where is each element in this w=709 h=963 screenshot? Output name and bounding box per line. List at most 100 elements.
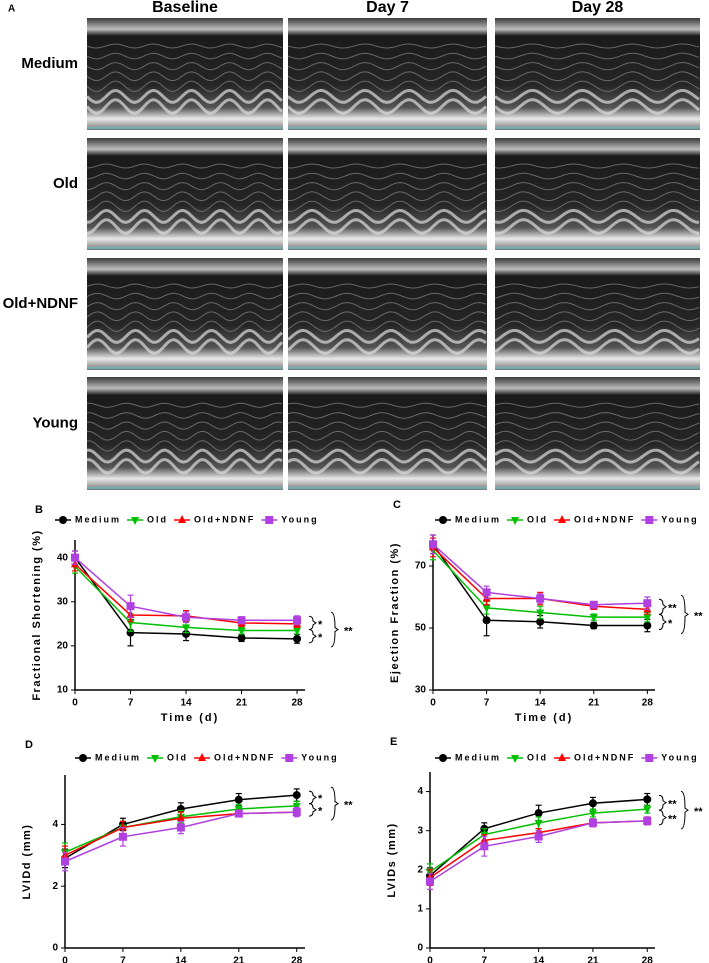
marker — [126, 628, 135, 637]
echo-trace — [494, 71, 700, 82]
marker — [292, 791, 301, 800]
x-tick-label: 14 — [180, 698, 192, 709]
echo-trace — [494, 311, 700, 322]
echo-trace — [287, 430, 487, 441]
echo-trace — [287, 182, 487, 191]
legend-label: Old — [527, 514, 548, 524]
echo-trace — [287, 311, 487, 322]
legend-label: Medium — [455, 752, 501, 762]
echo-trace — [85, 98, 284, 115]
column-header: Baseline — [152, 0, 218, 16]
echo-trace — [87, 421, 283, 430]
y-tick-label: 0 — [417, 943, 423, 954]
bracket — [658, 613, 667, 631]
echo-trace — [287, 208, 487, 224]
echo-trace — [87, 412, 283, 419]
echo-trace — [87, 402, 283, 408]
x-tick-label: 14 — [175, 956, 187, 963]
marker — [536, 617, 545, 626]
echo-trace — [287, 218, 487, 235]
x-tick-label: 0 — [430, 698, 436, 709]
echo-trace — [494, 448, 700, 464]
marker — [426, 877, 434, 886]
echo-trace — [86, 311, 283, 322]
echo-image — [288, 18, 487, 130]
echo-trace — [287, 191, 487, 202]
legend-marker — [645, 754, 654, 762]
y-tick-label: 30 — [57, 596, 69, 607]
legend-marker — [285, 754, 294, 762]
legend-label: Young — [661, 752, 698, 762]
legend-marker — [511, 517, 520, 525]
marker — [118, 832, 127, 841]
x-tick-label: 0 — [72, 698, 78, 709]
echo-trace — [287, 328, 487, 344]
marker — [71, 553, 79, 562]
echo-image — [495, 18, 700, 130]
y-tick-label: 2 — [417, 864, 423, 875]
echo-trace — [86, 218, 283, 235]
marker — [182, 629, 191, 638]
marker — [429, 540, 437, 549]
legend-label: Medium — [455, 514, 501, 524]
echo-trace — [494, 440, 700, 452]
x-tick-label: 28 — [642, 698, 654, 709]
echo-trace — [494, 283, 700, 289]
marker — [293, 627, 302, 636]
echo-trace — [287, 292, 487, 300]
echo-trace — [87, 430, 283, 441]
y-tick-label: 10 — [57, 685, 69, 696]
echo-trace — [287, 457, 487, 475]
marker — [643, 621, 652, 630]
echo-trace — [86, 200, 283, 213]
y-tick-label: 70 — [415, 561, 427, 572]
echo-trace — [494, 292, 700, 300]
marker — [643, 816, 652, 825]
significance: ** — [668, 603, 677, 615]
significance: * — [668, 618, 673, 630]
echo-trace — [286, 338, 487, 355]
echo-trace — [86, 283, 283, 289]
echo-trace — [494, 402, 700, 408]
echo-trace — [86, 172, 283, 180]
panel-label: E — [390, 736, 397, 748]
marker — [643, 614, 652, 623]
legend-marker — [178, 515, 187, 523]
echo-trace — [86, 71, 283, 82]
marker — [126, 602, 135, 611]
echo-trace — [494, 302, 700, 311]
significance: ** — [668, 799, 677, 811]
x-tick-label: 7 — [128, 698, 134, 709]
bracket — [308, 803, 317, 817]
marker — [536, 609, 545, 618]
x-tick-label: 7 — [484, 698, 490, 709]
legend-marker — [151, 755, 160, 763]
echo-image — [288, 138, 487, 250]
echo-trace — [87, 440, 283, 452]
x-tick-label: 21 — [588, 698, 600, 709]
echo-trace — [286, 98, 488, 115]
echo-trace — [494, 62, 700, 71]
echo-trace — [494, 182, 700, 191]
y-axis-label: Fractional Shortening (%) — [31, 529, 43, 700]
marker — [293, 616, 302, 625]
legend-label: Old+NDNF — [574, 514, 635, 524]
marker — [292, 808, 301, 817]
x-tick-label: 0 — [427, 956, 433, 963]
marker — [293, 634, 302, 643]
echo-trace — [287, 402, 487, 408]
echo-trace — [86, 62, 283, 71]
echo-trace — [87, 448, 283, 464]
x-tick-label: 28 — [292, 698, 304, 709]
x-tick-label: 7 — [120, 956, 126, 963]
echo-trace — [86, 43, 283, 49]
echo-trace — [494, 338, 700, 355]
legend-marker — [511, 755, 520, 763]
bracket — [658, 809, 667, 826]
marker — [176, 813, 185, 822]
bracket — [308, 790, 317, 805]
echo-trace — [287, 283, 487, 289]
y-axis-label: LVIDd (mm) — [21, 824, 33, 900]
y-axis-label: Ejection Fraction (%) — [389, 542, 401, 683]
